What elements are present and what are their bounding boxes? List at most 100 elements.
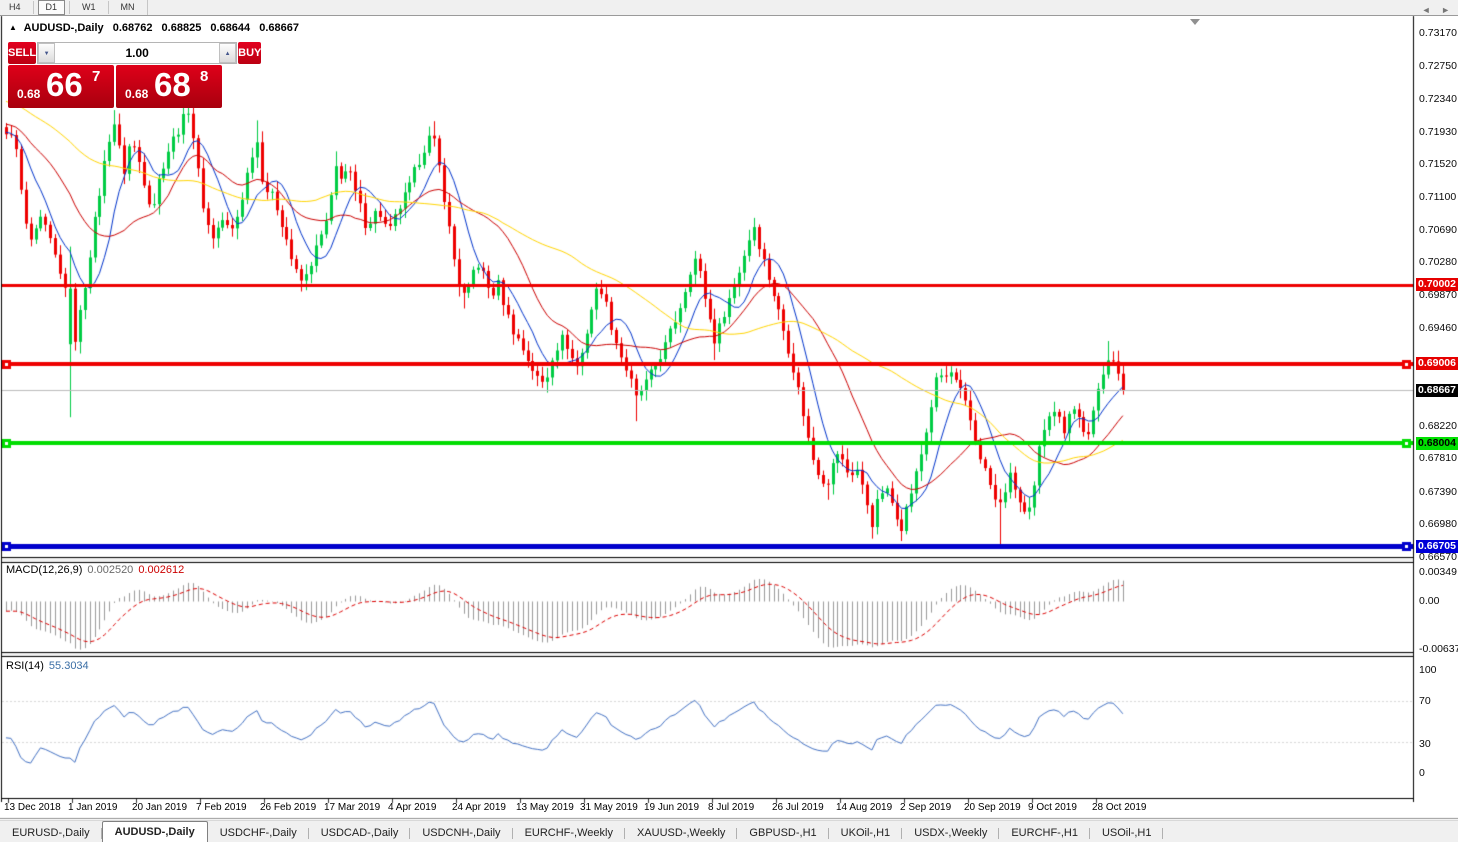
chart-tab-usdcnh-daily[interactable]: USDCNH-,Daily xyxy=(410,824,513,842)
chart-tab-eurchf-weekly[interactable]: EURCHF-,Weekly xyxy=(513,824,626,842)
price-axis-tick: 0.71100 xyxy=(1419,191,1457,204)
date-axis-label: 19 Jun 2019 xyxy=(644,802,700,813)
toolbar-divider xyxy=(107,1,109,14)
macd-name: MACD(12,26,9) xyxy=(6,564,83,576)
date-axis-label: 7 Feb 2019 xyxy=(196,802,247,813)
sell-price-button[interactable]: 0.68 66 7 xyxy=(8,65,114,108)
chart-shift-marker-icon xyxy=(1190,19,1200,25)
price-level-badge: 0.69006 xyxy=(1416,357,1458,371)
ohlc-close: 0.68667 xyxy=(259,22,299,34)
buy-price-big: 68 xyxy=(154,66,191,103)
date-axis-label: 31 May 2019 xyxy=(580,802,638,813)
timeframe-button-h4[interactable]: H4 xyxy=(9,2,21,12)
one-click-trading-panel: SELL ▼ ▲ BUY 0.68 66 7 0.68 68 8 xyxy=(8,42,262,108)
price-axis-tick: 0.67810 xyxy=(1419,452,1457,465)
toolbar-divider xyxy=(32,1,34,14)
macd-axis-tick: 0.00 xyxy=(1419,595,1440,607)
date-axis-label: 26 Feb 2019 xyxy=(260,802,317,813)
timeframe-button-d1[interactable]: D1 xyxy=(37,0,66,15)
chart-tab-usdchf-daily[interactable]: USDCHF-,Daily xyxy=(208,824,309,842)
macd-label: MACD(12,26,9) 0.002520 0.002612 xyxy=(6,564,184,576)
price-axis-tick: 0.67390 xyxy=(1419,485,1457,498)
sell-button[interactable]: SELL xyxy=(8,42,37,64)
ohlc-high: 0.68825 xyxy=(161,22,202,34)
expand-arrow-icon: ▲ xyxy=(9,23,17,32)
price-chart-canvas[interactable] xyxy=(0,0,1458,820)
price-level-badge: 0.66705 xyxy=(1416,539,1458,553)
rsi-name: RSI(14) xyxy=(6,660,44,672)
lot-spinner: ▼ ▲ xyxy=(37,42,238,64)
date-axis-label: 20 Jan 2019 xyxy=(132,802,188,813)
toolbar-divider xyxy=(146,0,148,15)
rsi-axis-tick: 70 xyxy=(1419,695,1431,707)
price-level-badge: 0.68004 xyxy=(1416,436,1458,450)
price-axis-tick: 0.71930 xyxy=(1419,125,1457,138)
date-axis-label: 4 Apr 2019 xyxy=(388,802,437,813)
macd-axis-tick: -0.00637 xyxy=(1419,643,1458,655)
price-axis-tick: 0.66980 xyxy=(1419,518,1457,531)
buy-button[interactable]: BUY xyxy=(238,42,262,64)
price-axis-tick: 0.70280 xyxy=(1419,256,1457,269)
price-level-badge: 0.70002 xyxy=(1416,278,1458,292)
price-axis-tick: 0.69870 xyxy=(1419,289,1457,301)
date-axis-label: 1 Jan 2019 xyxy=(68,802,118,813)
tab-scroll-arrows[interactable]: ◄ ► xyxy=(1421,5,1454,15)
buy-price-prefix: 0.68 xyxy=(125,87,149,101)
rsi-axis-tick: 30 xyxy=(1419,738,1431,750)
price-level-badge: 0.68667 xyxy=(1416,383,1458,397)
macd-axis-tick: 0.00349 xyxy=(1419,566,1457,578)
chart-tab-xauusd-weekly[interactable]: XAUUSD-,Weekly xyxy=(625,824,738,842)
price-axis-tick: 0.66570 xyxy=(1419,550,1457,563)
date-axis-label: 24 Apr 2019 xyxy=(452,802,506,813)
chart-title: ▲ AUDUSD-,Daily 0.68762 0.68825 0.68644 … xyxy=(9,22,299,34)
symbol-name: AUDUSD-,Daily xyxy=(23,22,104,34)
price-axis-tick: 0.72340 xyxy=(1419,92,1457,105)
buy-price-pip: 8 xyxy=(200,68,209,85)
price-axis-tick: 0.73170 xyxy=(1419,27,1457,40)
chart-tab-eurchf-h1[interactable]: EURCHF-,H1 xyxy=(999,824,1090,842)
buy-price-button[interactable]: 0.68 68 8 xyxy=(116,65,222,108)
macd-main-value: 0.002520 xyxy=(87,564,134,576)
rsi-axis-tick: 0 xyxy=(1419,767,1425,779)
chart-tab-bar: EURUSD-,Daily AUDUSD-,Daily USDCHF-,Daily U… xyxy=(0,820,1458,842)
chart-tab-usdx-weekly[interactable]: USDX-,Weekly xyxy=(902,824,1000,842)
rsi-axis-tick: 100 xyxy=(1419,664,1437,676)
chart-tab-ukoil-h1[interactable]: UKOil-,H1 xyxy=(829,824,903,842)
price-axis-tick: 0.71520 xyxy=(1419,158,1457,171)
chart-tab-usdcad-daily[interactable]: USDCAD-,Daily xyxy=(309,824,411,842)
price-axis-tick: 0.68220 xyxy=(1419,419,1457,432)
price-axis-tick: 0.69460 xyxy=(1419,321,1457,334)
lot-decrease-button[interactable]: ▼ xyxy=(38,43,56,63)
chart-tab-gbpusd-h1[interactable]: GBPUSD-,H1 xyxy=(737,824,829,842)
date-axis-label: 26 Jul 2019 xyxy=(772,802,824,813)
date-axis-label: 2 Sep 2019 xyxy=(900,802,952,813)
price-axis-tick: 0.72750 xyxy=(1419,60,1457,73)
ohlc-low: 0.68644 xyxy=(210,22,251,34)
timeframe-button-w1[interactable]: W1 xyxy=(82,2,96,12)
lot-size-input[interactable] xyxy=(55,43,220,63)
sell-price-big: 66 xyxy=(46,66,83,103)
chart-tab-audusd-daily[interactable]: AUDUSD-,Daily xyxy=(101,821,208,842)
macd-signal-value: 0.002612 xyxy=(138,564,185,576)
date-axis-label: 13 May 2019 xyxy=(516,802,574,813)
lot-increase-button[interactable]: ▲ xyxy=(219,43,237,63)
date-axis-label: 9 Oct 2019 xyxy=(1028,802,1077,813)
timeframe-toolbar: H4 D1 W1 MN xyxy=(0,0,1458,16)
price-axis-tick: 0.70690 xyxy=(1419,223,1457,236)
chart-tab-eurusd-daily[interactable]: EURUSD-,Daily xyxy=(0,824,102,842)
toolbar-divider xyxy=(69,1,71,14)
date-axis-label: 17 Mar 2019 xyxy=(324,802,381,813)
rsi-value: 55.3034 xyxy=(48,660,89,672)
rsi-label: RSI(14) 55.3034 xyxy=(6,660,89,672)
date-axis-label: 28 Oct 2019 xyxy=(1092,802,1147,813)
date-axis-label: 13 Dec 2018 xyxy=(4,802,61,813)
sell-price-prefix: 0.68 xyxy=(17,87,41,101)
chart-tab-usoil-h1[interactable]: USOil-,H1 xyxy=(1090,824,1164,842)
date-axis-label: 8 Jul 2019 xyxy=(708,802,755,813)
date-axis-label: 20 Sep 2019 xyxy=(964,802,1021,813)
sell-price-pip: 7 xyxy=(92,68,101,85)
timeframe-button-mn[interactable]: MN xyxy=(120,2,135,12)
date-axis-label: 14 Aug 2019 xyxy=(836,802,893,813)
ohlc-open: 0.68762 xyxy=(112,22,153,34)
